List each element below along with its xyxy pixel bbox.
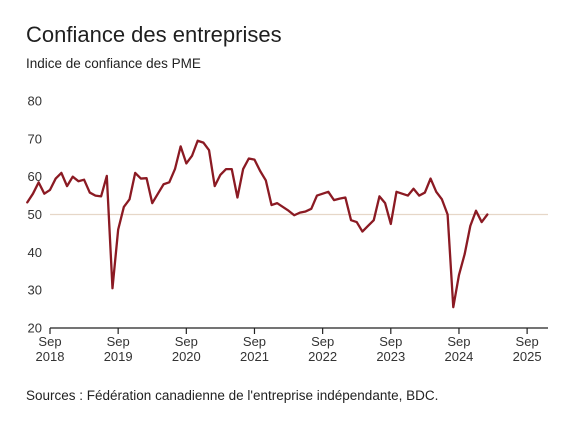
x-tick-label-month: Sep (379, 334, 402, 349)
x-tick-label-year: 2025 (513, 349, 542, 364)
x-tick-label-month: Sep (516, 334, 539, 349)
chart-title: Confiance des entreprises (26, 22, 282, 47)
x-tick-label-year: 2023 (376, 349, 405, 364)
x-tick-label-year: 2024 (444, 349, 473, 364)
y-tick-label: 70 (28, 131, 42, 146)
y-tick-label: 20 (28, 321, 42, 336)
series-line (26, 139, 489, 309)
x-tick-label-year: 2021 (240, 349, 269, 364)
x-tick-label-month: Sep (243, 334, 266, 349)
x-tick-label-year: 2022 (308, 349, 337, 364)
x-tick-label-month: Sep (107, 334, 130, 349)
source-note: Sources : Fédération canadienne de l'ent… (26, 388, 439, 403)
x-tick-label-year: 2019 (104, 349, 133, 364)
y-tick-label: 80 (28, 94, 42, 109)
x-tick-label-month: Sep (38, 334, 61, 349)
x-tick-label-year: 2020 (172, 349, 201, 364)
x-tick-label-month: Sep (311, 334, 334, 349)
x-tick-label-month: Sep (175, 334, 198, 349)
x-tick-label-month: Sep (447, 334, 470, 349)
y-tick-label: 50 (28, 207, 42, 222)
y-tick-label: 60 (28, 169, 42, 184)
chart-subtitle: Indice de confiance des PME (26, 56, 201, 71)
x-tick-label-year: 2018 (36, 349, 65, 364)
y-tick-label: 40 (28, 245, 42, 260)
y-tick-label: 30 (28, 283, 42, 298)
